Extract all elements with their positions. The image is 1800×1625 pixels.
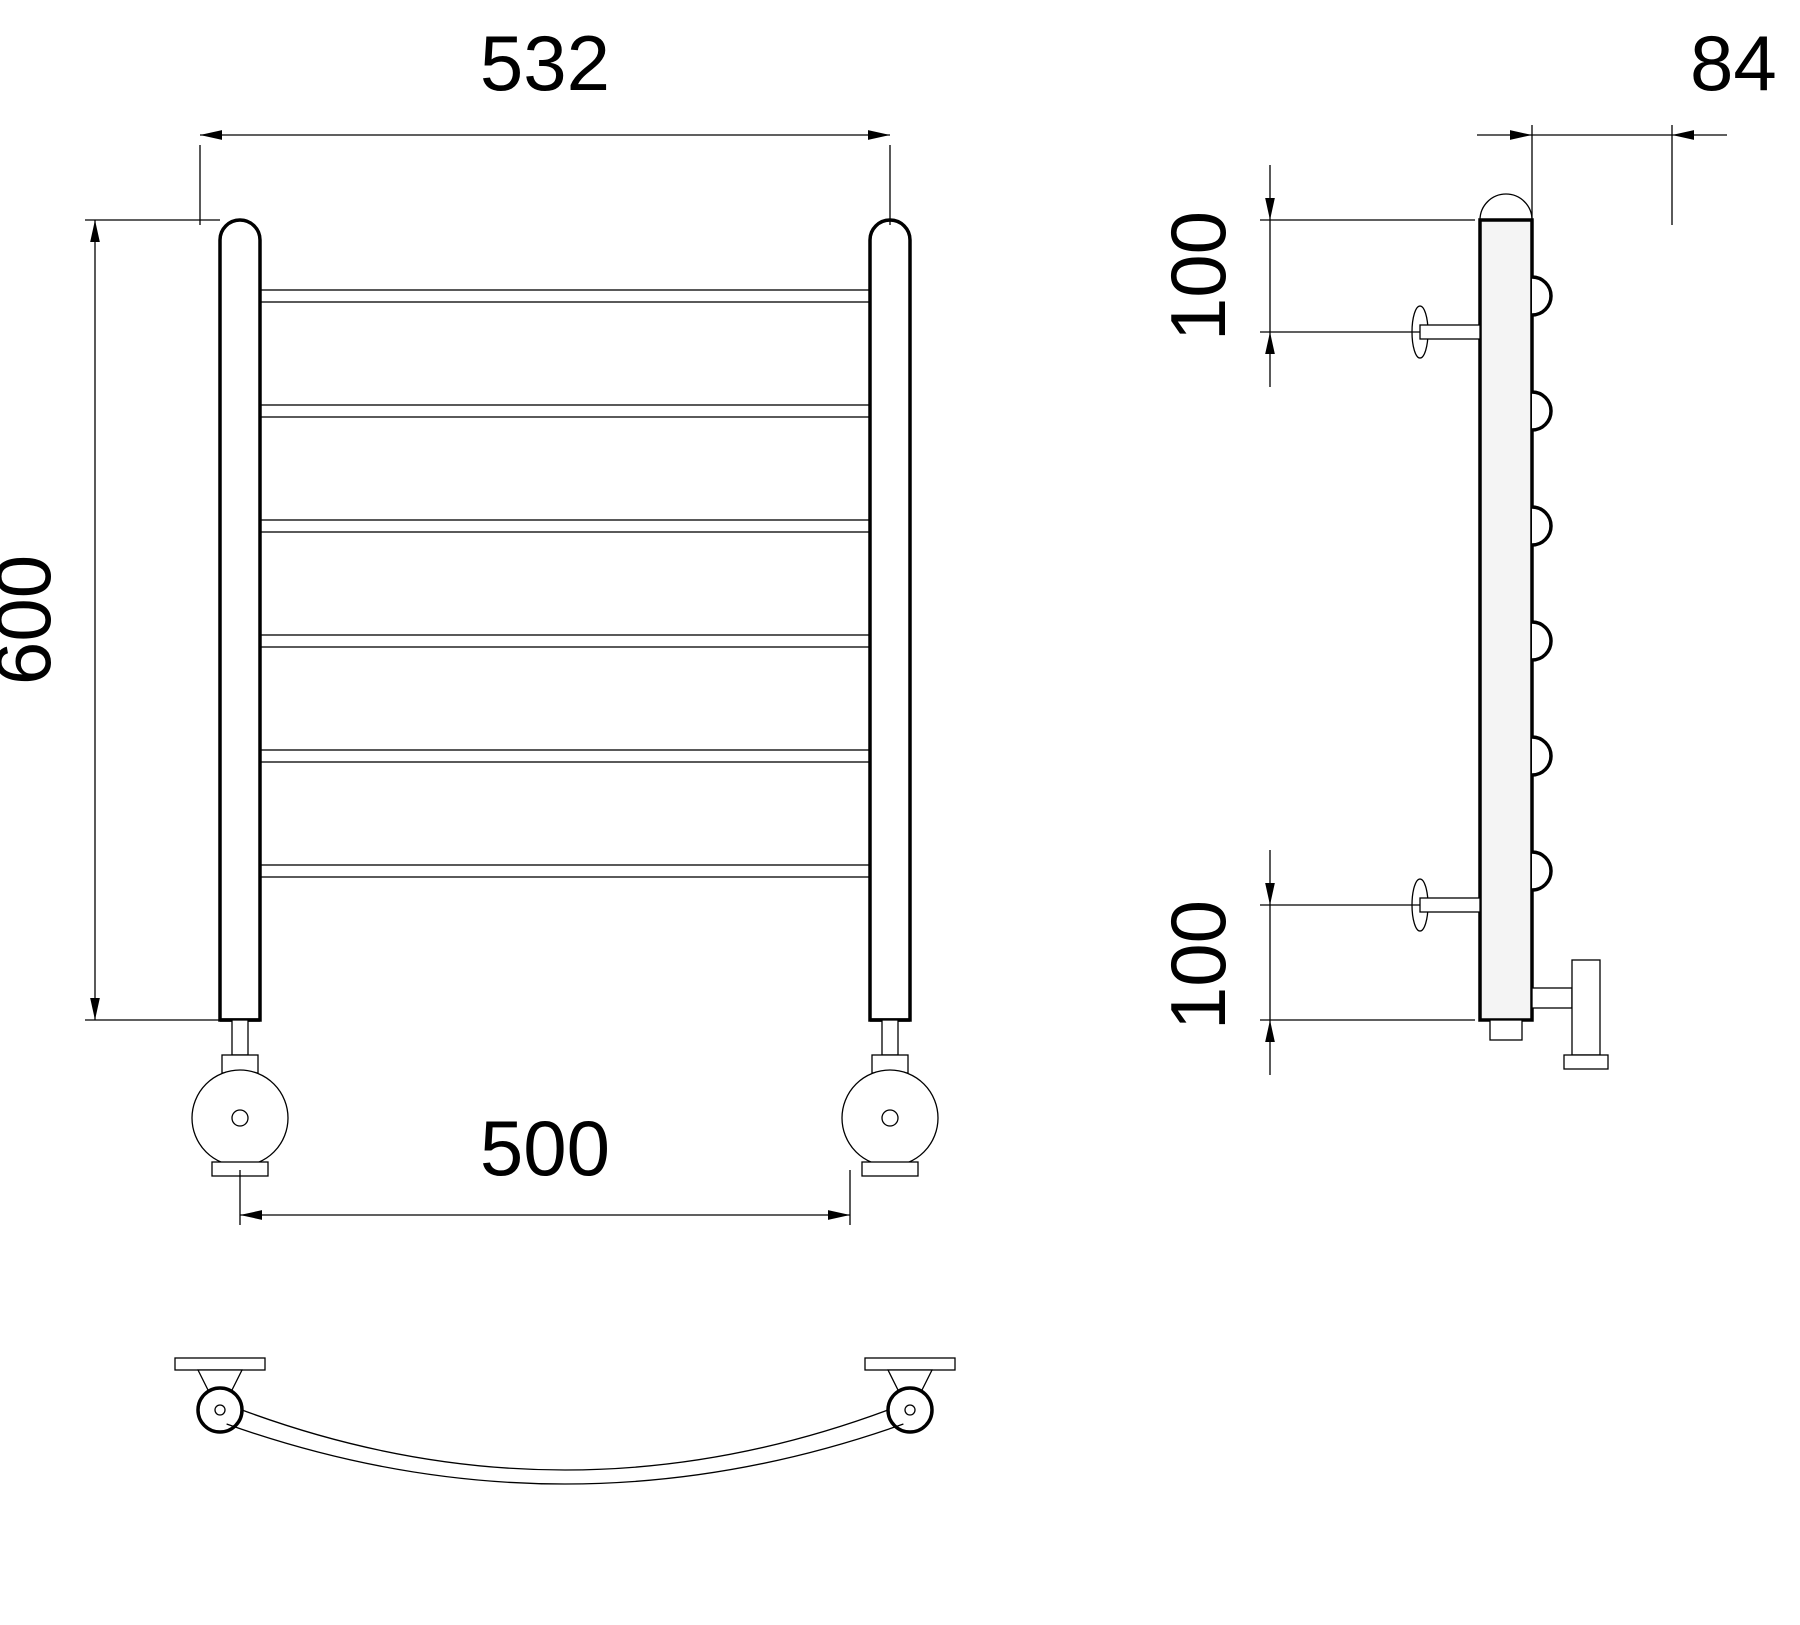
dim-bracket-bottom: 100 xyxy=(1154,850,1475,1075)
dim-depth: 84 xyxy=(1477,19,1777,225)
dim-depth-label: 84 xyxy=(1690,19,1777,107)
top-tube-right xyxy=(888,1388,932,1432)
top-foot-plate xyxy=(175,1358,265,1370)
front-rung xyxy=(260,865,870,877)
side-valve-base xyxy=(1564,1055,1608,1069)
side-rail-foot xyxy=(1490,1020,1522,1040)
top-rung-arc xyxy=(227,1424,904,1484)
front-rung xyxy=(260,635,870,647)
valve-body xyxy=(192,1070,288,1166)
side-view xyxy=(1412,194,1608,1069)
front-rung xyxy=(260,520,870,532)
bracket-arm xyxy=(1420,898,1480,912)
top-view xyxy=(175,1358,955,1484)
side-valve-body xyxy=(1572,960,1600,1055)
side-rail xyxy=(1480,220,1532,1020)
top-tube-left xyxy=(198,1388,242,1432)
dim-height-overall-label: 600 xyxy=(0,555,67,685)
front-rung xyxy=(260,290,870,302)
dim-bracket-top: 100 xyxy=(1154,165,1475,387)
dim-width-centers: 500 xyxy=(240,1104,850,1225)
dim-width-overall: 532 xyxy=(200,19,890,225)
side-valve-arm xyxy=(1532,988,1572,1008)
bracket-arm xyxy=(1420,325,1480,339)
front-view xyxy=(192,220,938,1176)
valve-stem xyxy=(882,1020,898,1055)
dim-width-centers-label: 500 xyxy=(480,1104,610,1192)
dim-bracket-bottom-label: 100 xyxy=(1154,900,1242,1030)
front-rung xyxy=(260,750,870,762)
side-rung-section xyxy=(1532,277,1551,315)
valve-body xyxy=(842,1070,938,1166)
valve-stem xyxy=(232,1020,248,1055)
front-tube xyxy=(870,220,910,1020)
front-rung xyxy=(260,405,870,417)
valve-base xyxy=(862,1162,918,1176)
dim-height-overall: 600 xyxy=(0,220,220,1020)
top-foot-plate xyxy=(865,1358,955,1370)
dim-bracket-top-label: 100 xyxy=(1154,211,1242,341)
front-tube xyxy=(220,220,260,1020)
top-rung-arc xyxy=(242,1410,888,1470)
side-rung-section xyxy=(1532,852,1551,890)
side-rung-section xyxy=(1532,622,1551,660)
side-rung-section xyxy=(1532,507,1551,545)
side-rung-section xyxy=(1532,737,1551,775)
side-rung-section xyxy=(1532,392,1551,430)
dim-width-overall-label: 532 xyxy=(480,19,610,107)
